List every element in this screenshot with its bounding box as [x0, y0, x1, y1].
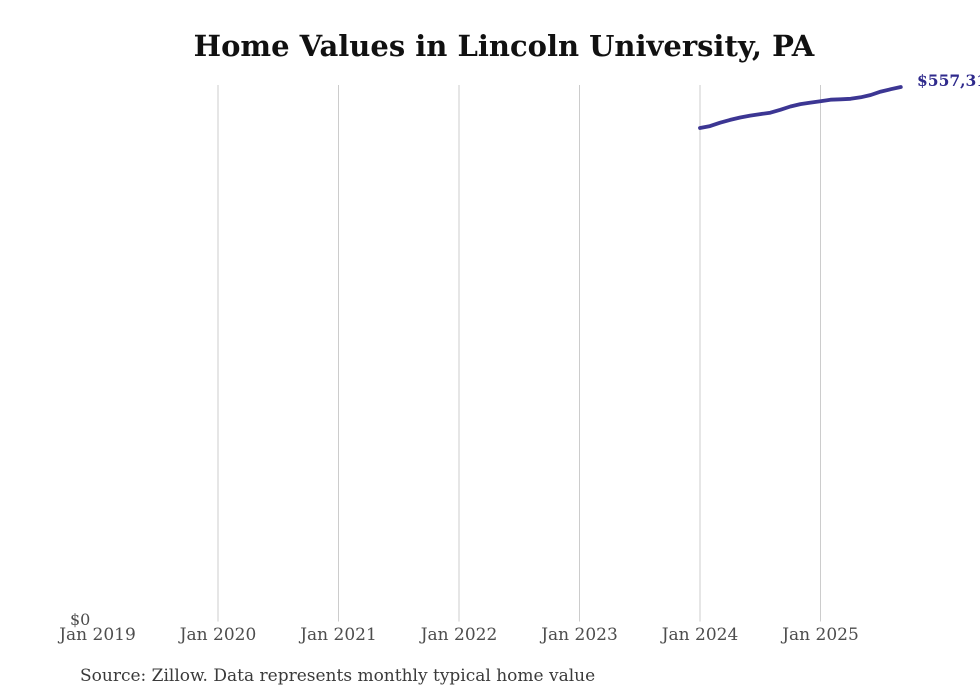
- x-axis-label: Jan 2024: [661, 625, 739, 645]
- source-note: Source: Zillow. Data represents monthly …: [80, 666, 596, 686]
- x-axis-label: Jan 2021: [300, 625, 377, 645]
- x-axis-label: Jan 2020: [179, 625, 257, 645]
- x-axis-label: Jan 2019: [59, 625, 136, 645]
- home-value-line: [698, 85, 903, 130]
- y-axis-zero-label: $0: [70, 610, 91, 629]
- latest-value-label: $557,31: [917, 71, 980, 90]
- x-axis-label: Jan 2025: [782, 625, 859, 645]
- chart-title: Home Values in Lincoln University, PA: [193, 29, 815, 63]
- x-axis-label: Jan 2022: [420, 625, 498, 645]
- x-axis-label: Jan 2023: [541, 625, 618, 645]
